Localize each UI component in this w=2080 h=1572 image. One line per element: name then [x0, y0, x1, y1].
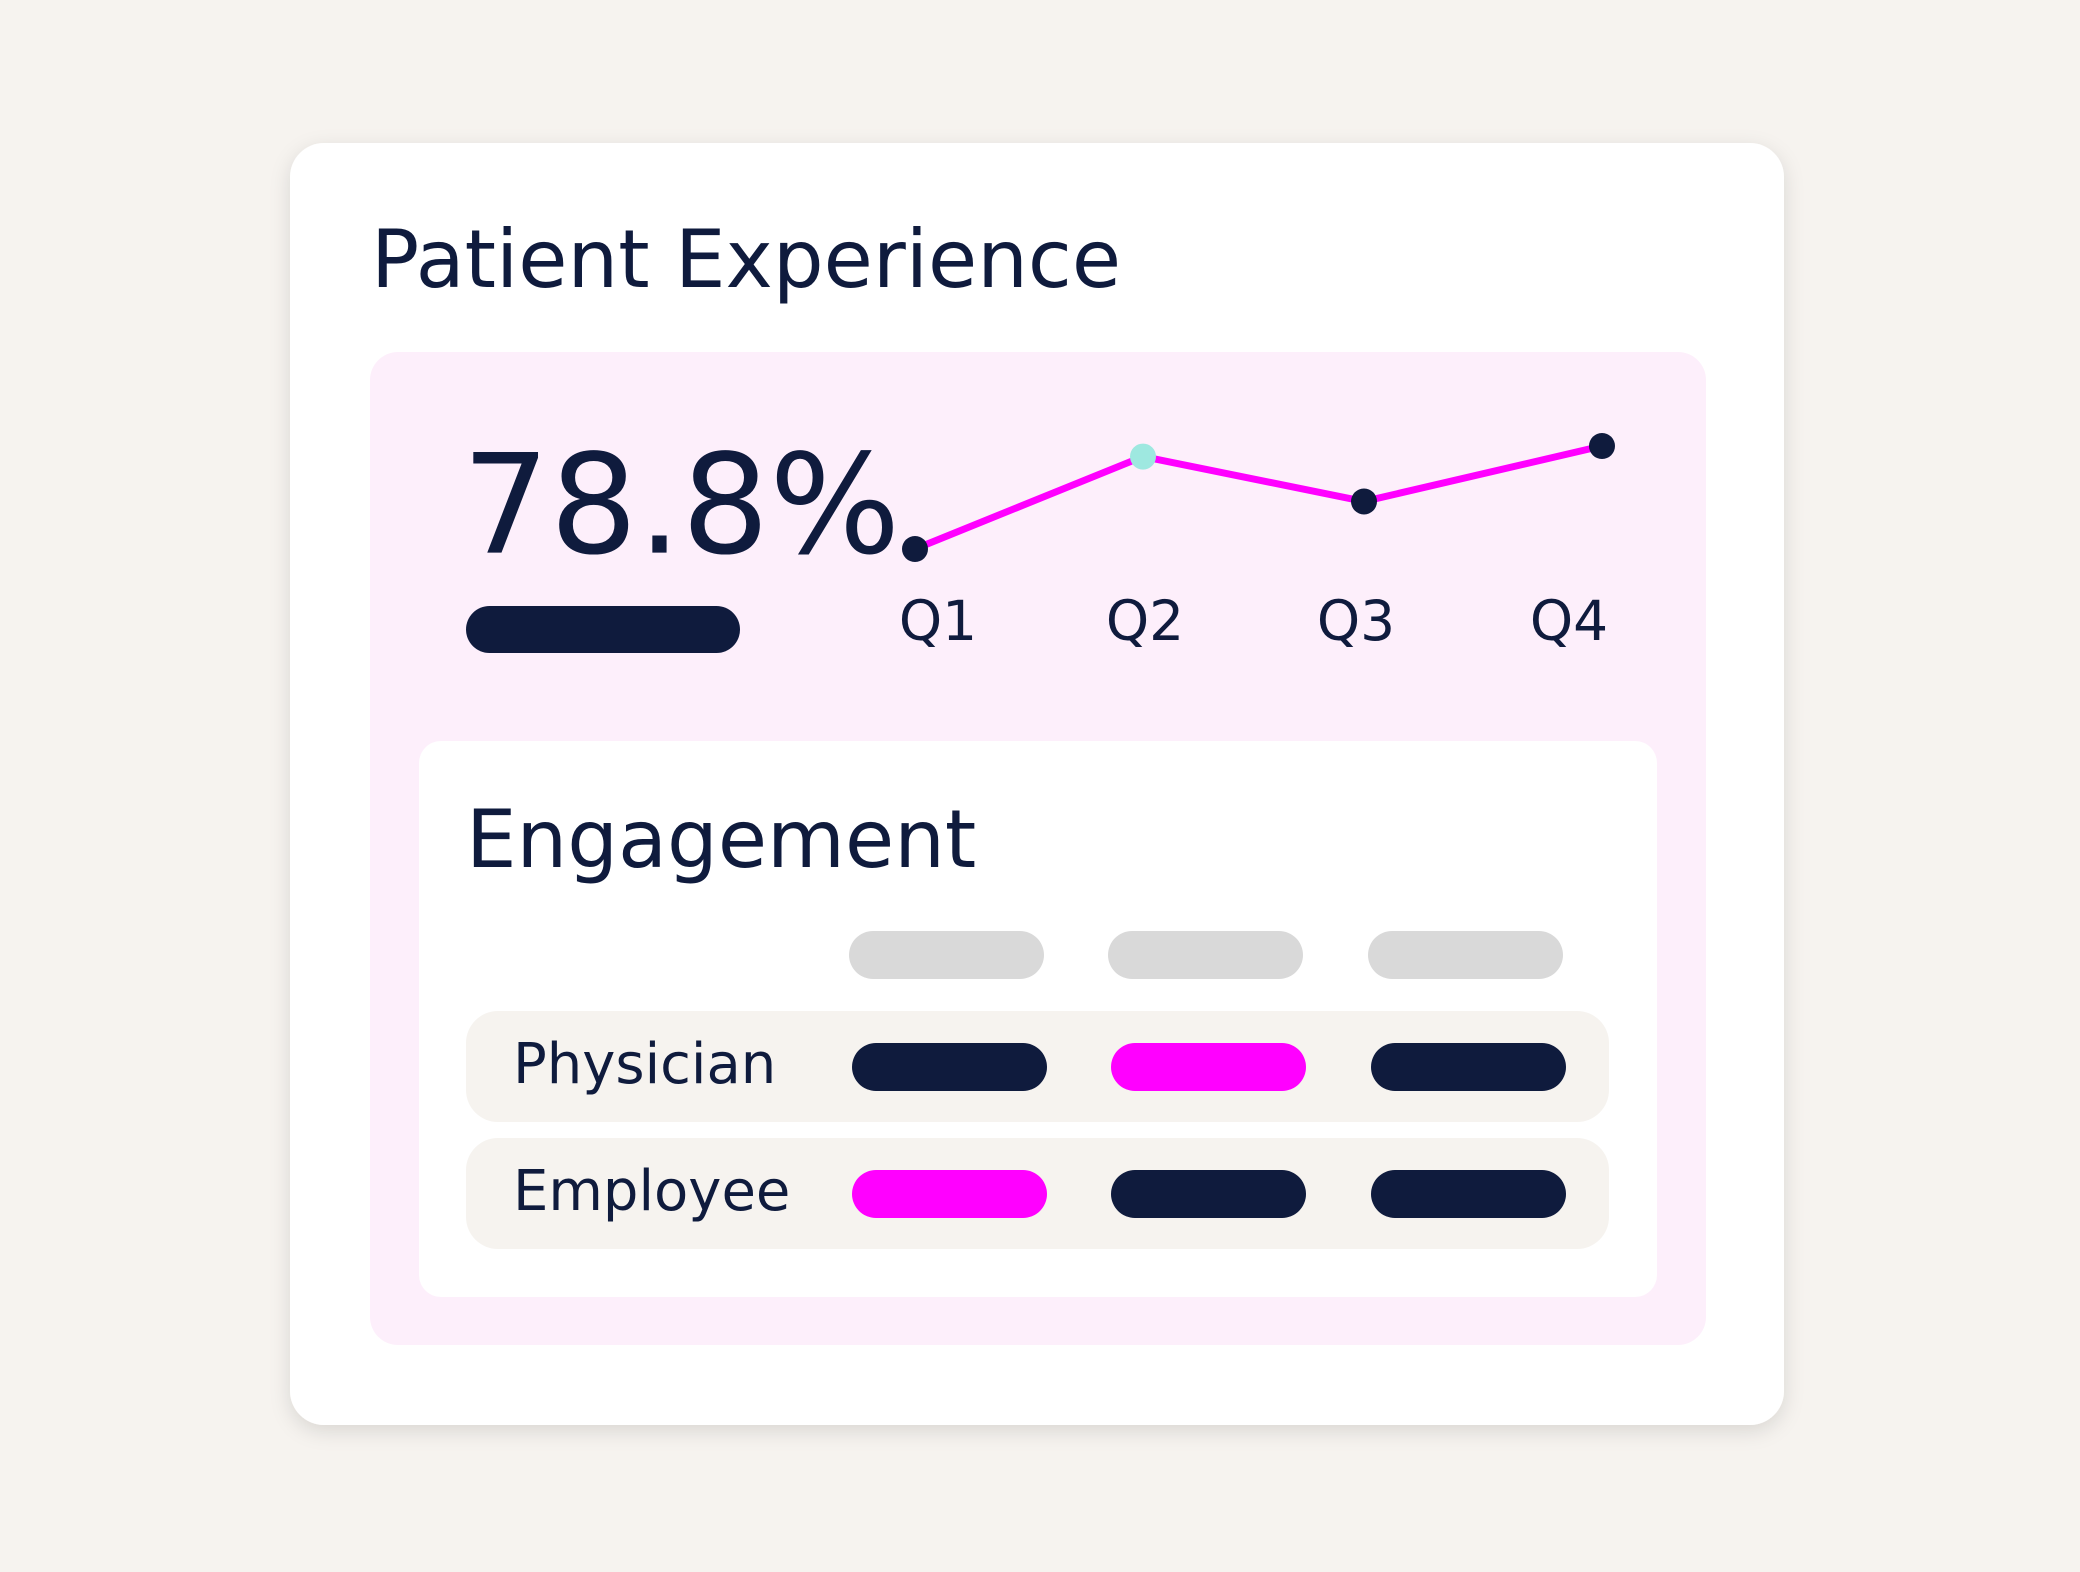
x-tick-label: Q2: [1106, 589, 1184, 653]
summary-value: 78.8%: [462, 425, 900, 586]
engagement-rows: Physician Employee: [466, 1011, 1609, 1249]
summary-bar: [466, 606, 740, 653]
point: [1130, 443, 1156, 470]
x-tick-label: Q3: [1317, 589, 1395, 653]
row-pill: [852, 1170, 1047, 1218]
header-placeholder: [1108, 931, 1303, 979]
row-pill: [1371, 1170, 1566, 1218]
row-label: Physician: [513, 1032, 776, 1097]
point: [1351, 488, 1377, 515]
header-placeholder: [849, 931, 1044, 979]
x-tick-label: Q4: [1530, 589, 1608, 653]
row-pill: [1111, 1043, 1306, 1091]
line: [913, 442, 1603, 553]
x-tick-label: Q1: [899, 589, 977, 653]
row-pill: [1371, 1043, 1566, 1091]
card-title: Patient Experience: [371, 213, 1121, 306]
row-pill: [852, 1043, 1047, 1091]
row-label: Employee: [513, 1159, 790, 1224]
header-placeholder: [1368, 931, 1563, 979]
point: [1589, 433, 1615, 459]
engagement-title: Engagement: [466, 793, 976, 886]
sparkline: Q1 Q2 Q3 Q4: [899, 433, 1615, 653]
point: [902, 536, 928, 562]
row-pill: [1111, 1170, 1306, 1218]
